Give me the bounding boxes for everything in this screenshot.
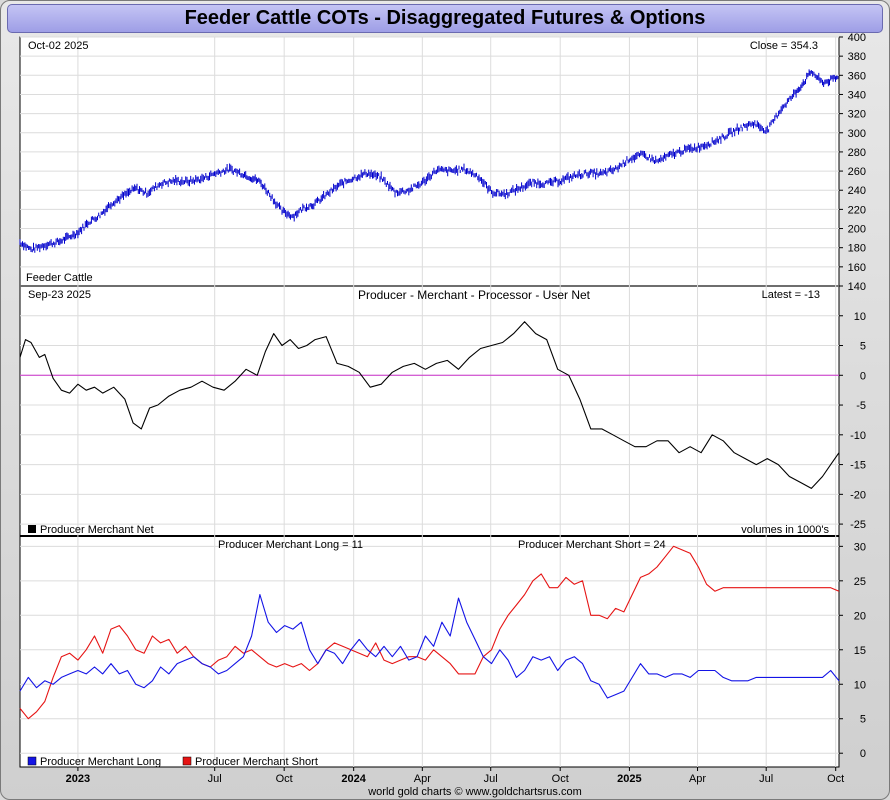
net-latest-label: Latest = -13	[762, 289, 820, 301]
y-tick-label-net--25: -25	[850, 519, 866, 531]
y-tick-label-price-400: 400	[848, 32, 866, 44]
short-series-line	[19, 545, 840, 720]
price-series	[19, 69, 839, 253]
y-tick-label-price-140: 140	[848, 281, 866, 293]
x-tick-label-2: Oct	[276, 773, 293, 785]
net-date-label: Sep-23 2025	[28, 289, 91, 301]
volumes-note: volumes in 1000's	[741, 524, 829, 536]
y-tick-label-price-200: 200	[848, 224, 866, 236]
long-legend-label: Producer Merchant Long	[40, 756, 161, 768]
price-panel	[19, 36, 840, 287]
net-panel-title: Producer - Merchant - Processor - User N…	[358, 288, 591, 302]
y-tick-label-price-300: 300	[848, 128, 866, 140]
net-legend-label: Producer Merchant Net	[40, 524, 154, 536]
price-date-label: Oct-02 2025	[28, 40, 89, 52]
long-series-line	[19, 594, 840, 699]
short-legend-label: Producer Merchant Short	[195, 756, 318, 768]
x-tick-label-8: Apr	[689, 773, 706, 785]
y-tick-label-longshort-20: 20	[854, 610, 866, 622]
y-tick-label-net--15: -15	[850, 460, 866, 472]
short-latest-label: Producer Merchant Short = 24	[518, 539, 666, 551]
x-tick-label-5: Jul	[484, 773, 498, 785]
short-legend-swatch	[182, 756, 192, 766]
price-close-label: Close = 354.3	[750, 40, 818, 52]
y-tick-label-price-280: 280	[848, 147, 866, 159]
y-tick-label-price-380: 380	[848, 51, 866, 63]
x-tick-label-10: Oct	[827, 773, 844, 785]
y-tick-label-longshort-30: 30	[854, 541, 866, 553]
y-tick-label-longshort-5: 5	[860, 714, 866, 726]
footer-credit: world gold charts © www.goldchartsrus.co…	[367, 786, 582, 798]
y-tick-label-net--5: -5	[856, 400, 866, 412]
x-tick-label-6: Oct	[552, 773, 569, 785]
x-tick-label-4: Apr	[414, 773, 431, 785]
y-tick-label-net-0: 0	[860, 370, 866, 382]
y-tick-label-price-220: 220	[848, 204, 866, 216]
x-tick-label-0: 2023	[66, 773, 90, 785]
x-tick-label-3: 2024	[341, 773, 366, 785]
y-tick-label-price-260: 260	[848, 166, 866, 178]
y-tick-label-price-240: 240	[848, 185, 866, 197]
net-panel	[19, 285, 840, 537]
longshort-panel	[19, 535, 840, 768]
net-legend-swatch	[28, 525, 36, 533]
y-tick-label-net-10: 10	[854, 311, 866, 323]
y-tick-label-longshort-10: 10	[854, 679, 866, 691]
y-tick-label-net--20: -20	[850, 489, 866, 501]
x-tick-label-9: Jul	[759, 773, 773, 785]
y-tick-label-price-360: 360	[848, 70, 866, 82]
net-series-line	[19, 321, 840, 489]
y-tick-label-price-160: 160	[848, 262, 866, 274]
long-legend-swatch	[27, 756, 37, 766]
y-tick-label-price-340: 340	[848, 89, 866, 101]
price-series-label: Feeder Cattle	[26, 272, 93, 284]
x-tick-label-1: Jul	[208, 773, 222, 785]
y-tick-label-longshort-15: 15	[854, 645, 866, 657]
y-tick-label-net--10: -10	[850, 430, 866, 442]
x-tick-label-7: 2025	[617, 773, 641, 785]
y-tick-label-net-5: 5	[860, 341, 866, 353]
y-tick-label-longshort-0: 0	[860, 748, 866, 760]
y-tick-label-longshort-25: 25	[854, 576, 866, 588]
y-tick-label-price-180: 180	[848, 243, 866, 255]
long-latest-label: Producer Merchant Long = 11	[218, 539, 363, 551]
page-title: Feeder Cattle COTs - Disaggregated Futur…	[7, 4, 883, 33]
y-tick-label-price-320: 320	[848, 109, 866, 121]
